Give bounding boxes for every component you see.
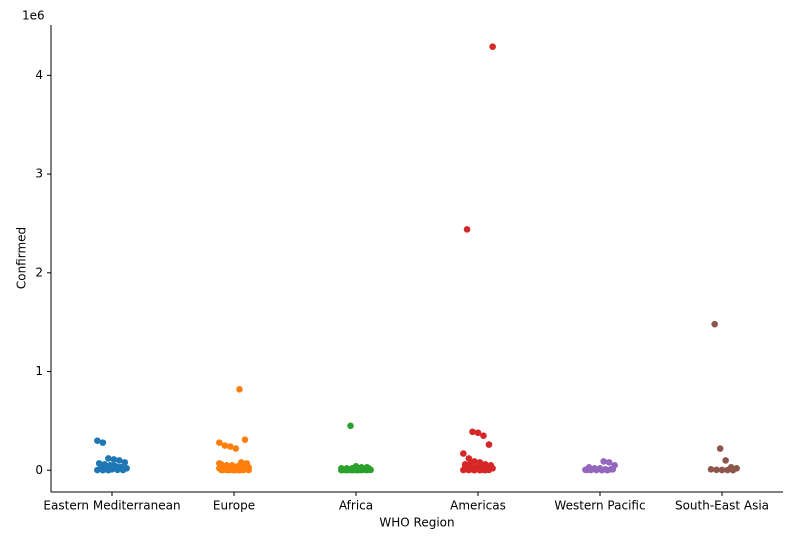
y-axis-label: Confirmed — [15, 227, 29, 289]
point — [460, 450, 467, 457]
point — [707, 465, 715, 473]
point — [729, 466, 737, 474]
point — [110, 456, 118, 463]
point — [461, 461, 469, 468]
point — [241, 461, 249, 468]
point — [465, 466, 473, 474]
point — [460, 466, 467, 474]
point — [476, 466, 484, 474]
point — [724, 466, 731, 474]
point — [485, 441, 493, 448]
point — [605, 459, 613, 466]
x-tick-label: Eastern Mediterranean — [43, 499, 180, 513]
point — [221, 442, 229, 449]
y-tick-label: 1 — [35, 364, 43, 378]
point — [232, 465, 240, 473]
point — [121, 459, 129, 466]
point — [722, 457, 729, 464]
point — [99, 466, 107, 474]
point — [600, 458, 607, 465]
point — [711, 320, 718, 328]
point — [116, 457, 123, 464]
x-axis-label: WHO Region — [379, 516, 454, 530]
x-tick-label: Americas — [450, 499, 506, 513]
y-offset-label: 1e6 — [22, 9, 45, 23]
point — [241, 436, 249, 443]
point — [110, 462, 118, 469]
point — [463, 226, 471, 233]
point — [583, 466, 591, 474]
point — [105, 466, 112, 474]
x-tick-label: South-East Asia — [675, 499, 769, 513]
point — [94, 466, 101, 474]
point — [360, 465, 367, 473]
point — [598, 466, 606, 474]
point — [227, 443, 234, 450]
y-tick-label: 2 — [35, 265, 43, 279]
point — [116, 464, 123, 471]
point — [94, 437, 101, 444]
point — [471, 466, 478, 474]
point — [216, 460, 223, 467]
y-tick-label: 0 — [35, 463, 43, 477]
x-tick-label: Europe — [213, 499, 255, 513]
x-tick-label: Western Pacific — [554, 499, 645, 513]
point — [221, 463, 229, 470]
point — [339, 466, 347, 474]
point — [365, 465, 373, 472]
point — [593, 466, 600, 474]
point — [99, 439, 107, 446]
point — [713, 466, 720, 474]
point — [716, 445, 724, 452]
y-tick-label: 4 — [35, 68, 43, 82]
point — [354, 466, 362, 474]
point — [489, 43, 496, 51]
point — [469, 428, 476, 436]
point — [609, 465, 617, 473]
point — [347, 422, 354, 430]
x-tick-label: Africa — [339, 499, 373, 513]
y-tick-label: 3 — [35, 167, 43, 181]
point — [487, 465, 495, 472]
point — [216, 439, 223, 446]
point — [349, 466, 356, 474]
point — [227, 465, 234, 472]
point — [105, 455, 112, 462]
point — [236, 386, 243, 393]
point — [467, 460, 474, 467]
point — [480, 432, 487, 440]
point — [245, 466, 252, 474]
point — [718, 466, 726, 474]
point — [482, 466, 489, 474]
point — [232, 445, 240, 452]
point — [474, 429, 482, 437]
point — [604, 466, 611, 474]
